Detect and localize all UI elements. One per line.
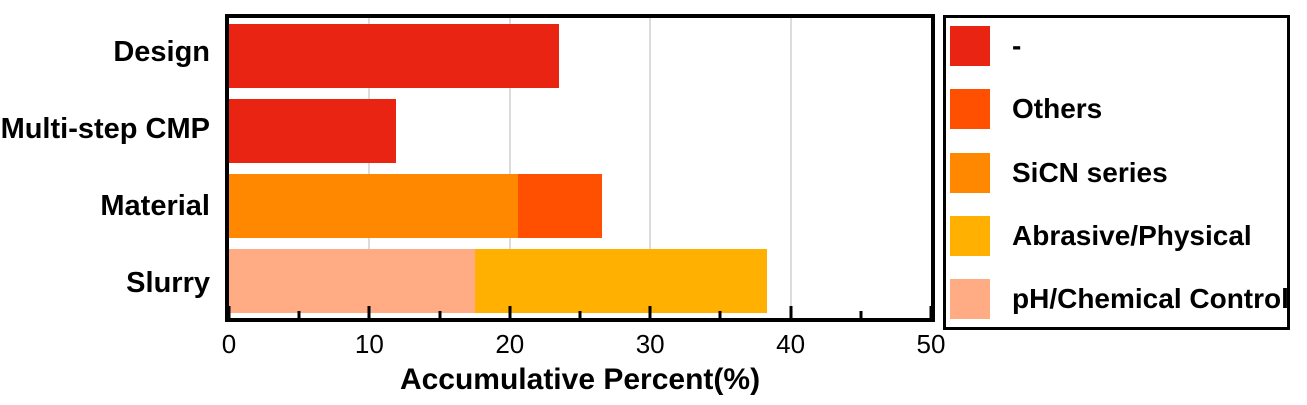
stacked-bar	[229, 173, 931, 238]
category-label: Slurry	[126, 267, 210, 299]
bar-segment	[229, 173, 519, 238]
x-major-tick-mark	[227, 306, 231, 318]
x-minor-tick-mark	[297, 311, 301, 318]
stacked-bar	[229, 23, 931, 88]
stacked-bar	[229, 98, 931, 163]
legend-label: Others	[1012, 93, 1103, 125]
bar-row	[229, 93, 931, 168]
gridline	[368, 18, 371, 318]
legend-swatch	[950, 279, 990, 319]
legend-item: Abrasive/Physical	[950, 215, 1281, 256]
legend-swatch	[950, 152, 990, 193]
legend-item: Others	[950, 89, 1281, 130]
bar-segment	[229, 248, 475, 313]
category-label: Material	[100, 190, 210, 222]
x-tick-label: 10	[354, 329, 384, 359]
bar-segment	[474, 248, 767, 313]
x-major-tick-mark	[508, 306, 512, 318]
x-minor-tick-mark	[438, 311, 442, 318]
x-major-tick-mark	[789, 306, 793, 318]
bar-segment	[518, 173, 603, 238]
category-labels: Design Multi-step CMP Material Slurry	[0, 14, 210, 322]
legend-item: -	[950, 26, 1281, 66]
legend-item: SiCN series	[950, 152, 1281, 193]
bar-segment	[229, 98, 397, 163]
bar-row	[229, 18, 931, 93]
bar-row	[229, 243, 931, 318]
legend-label: SiCN series	[1012, 156, 1168, 188]
x-minor-tick-mark	[859, 311, 863, 318]
stacked-bar	[229, 248, 931, 313]
x-tick-label: 30	[635, 329, 665, 359]
bar-segment	[229, 23, 559, 88]
legend-swatch	[950, 215, 990, 256]
bar-row	[229, 168, 931, 243]
legend-swatch	[950, 26, 990, 66]
legend-label: Abrasive/Physical	[1012, 219, 1252, 251]
gridline	[649, 18, 652, 318]
x-minor-tick-mark	[718, 311, 722, 318]
gridline	[508, 18, 511, 318]
x-tick-label: 40	[776, 329, 806, 359]
legend-box: - Others SiCN series Abrasive/Physical pH/Ch…	[943, 15, 1290, 330]
legend-label: pH/Chemical Control	[1012, 283, 1289, 314]
x-tick-label: 50	[916, 329, 946, 359]
x-tick-label: 20	[495, 329, 525, 359]
x-tick-label: 0	[221, 329, 237, 359]
plot-area	[225, 14, 935, 322]
gridline	[789, 18, 792, 318]
legend-swatch	[950, 89, 990, 130]
legend-item: pH/Chemical Control	[950, 279, 1289, 319]
x-axis-title: Accumulative Percent(%)	[399, 363, 761, 396]
x-major-tick-mark	[648, 306, 652, 318]
x-minor-tick-mark	[578, 311, 582, 318]
x-major-tick-mark	[929, 306, 933, 318]
x-major-tick-mark	[367, 306, 371, 318]
category-label: Multi-step CMP	[0, 113, 210, 145]
category-label: Design	[113, 36, 210, 68]
x-tick-labels: 0 10 20 30 40 50	[222, 329, 946, 361]
legend-label: -	[1012, 30, 1022, 61]
